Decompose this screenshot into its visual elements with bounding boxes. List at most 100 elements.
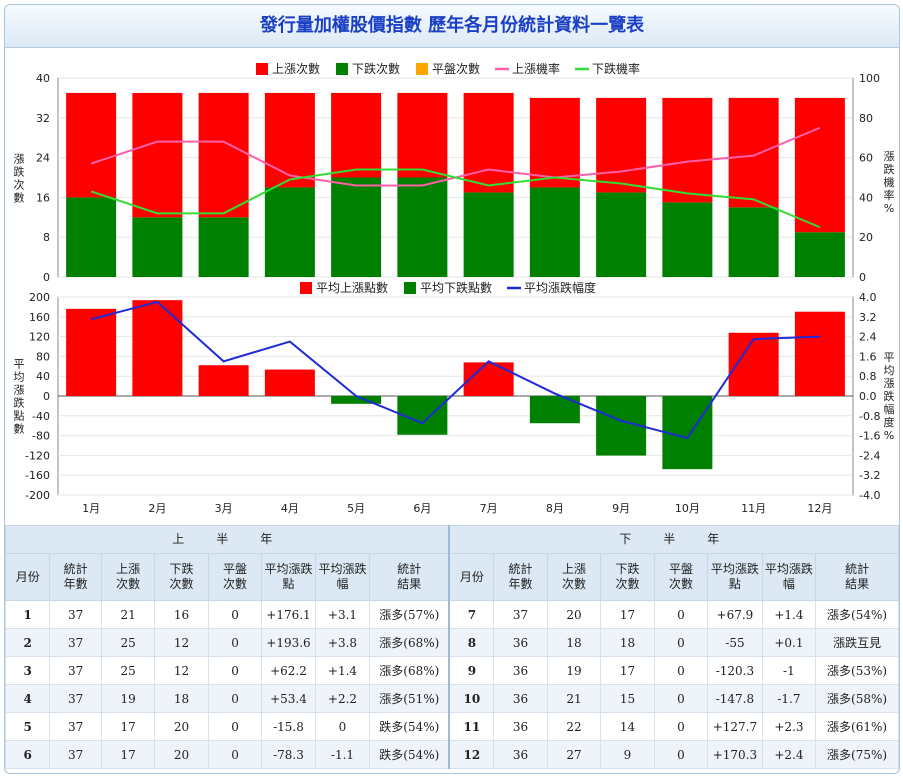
cell-month: 8 [448,628,495,657]
cell-result: 漲多(57%) [369,600,450,629]
y2-tick-label: 0.0 [859,390,877,403]
cell-result: 漲多(58%) [815,684,899,713]
cell-month: 9 [448,656,495,685]
cell-years: 37 [49,656,102,685]
cell-up: 25 [100,656,156,685]
legend-label: 上漲機率 [512,61,560,76]
cell-down: 14 [600,712,655,741]
cell-pct: -1.1 [314,740,371,769]
cell-years: 36 [493,740,548,769]
table-row: 5 37 17 20 0 -15.8 0 跌多(54%) 11 36 22 14 0 +127.7 +2.3… [5,712,899,741]
y-tick-label: 16 [36,191,50,204]
cell-up: 18 [546,628,602,657]
bar-avg-up [794,311,845,396]
header-result: 統計 結果 [815,553,899,601]
cell-down: 12 [154,656,209,685]
legend-2: 平均上漲點數 平均下跌點數 平均漲跌幅度 [300,280,596,295]
bar-down-count [132,217,183,277]
header-down: 下跌 次數 [600,553,655,601]
y-tick-label: -80 [32,430,50,443]
cell-years: 37 [49,628,102,657]
y2-tick-label: 3.2 [859,311,877,324]
y-tick-label: 40 [36,72,50,85]
y-tick-label: 0 [43,271,50,284]
x-tick-label: 9月 [612,502,630,515]
bar-up-count [132,92,183,218]
cell-years: 36 [493,712,548,741]
cell-down: 17 [600,656,655,685]
cell-flat: 0 [653,740,709,769]
legend-label: 平盤次數 [432,62,480,76]
down-rate-line [90,168,821,229]
y-tick-label: 40 [36,370,50,383]
stats-table: 上 半 年 下 半 年 月份 統計 年數 上漲 次數 下跌 次數 平盤 次數 平均漲跌點平… [5,525,899,769]
y2-tick-label: -2.4 [859,449,880,462]
cell-month: 6 [5,740,51,769]
table-row: 6 37 17 20 0 -78.3 -1.1 跌多(54%) 12 36 27 9 0 +170.3 +2… [5,740,899,769]
cell-up: 21 [100,600,156,629]
y-tick-label: -200 [25,489,50,502]
cell-years: 37 [49,600,102,629]
bar-avg-up [463,362,514,396]
x-tick-label: 4月 [281,502,299,515]
cell-years: 36 [493,684,548,713]
legend-label: 平均下跌點數 [420,280,492,295]
y2-tick-label: 40 [859,191,873,204]
cell-down: 12 [154,628,209,657]
y2-tick-label: 20 [859,231,873,244]
legend-label: 平均上漲點數 [316,281,388,295]
table-row: 4 37 19 18 0 +53.4 +2.2 漲多(51%) 10 36 21 15 0 -147.8-… [5,684,899,713]
x-tick-label: 11月 [741,502,766,515]
y-tick-label: 24 [36,152,50,165]
header-down: 下跌 次數 [154,553,209,601]
y2-tick-label: 0 [859,271,866,284]
bar-avg-up [198,365,249,396]
cell-years: 37 [493,600,548,629]
page-title: 發行量加權股價指數 歷年各月份統計資料一覽表 [5,5,899,48]
cell-flat: 0 [207,600,263,629]
column-headers: 月份 統計 年數 上漲 次數 下跌 次數 平盤 次數 平均漲跌點 平均漲跌幅 統計 結果 月份統… [5,553,899,601]
cell-pct: +2.2 [314,684,371,713]
x-tick-label: 2月 [148,502,166,515]
cell-up: 20 [546,600,602,629]
cell-pct: +2.3 [761,712,817,741]
bar-up-count [529,97,580,188]
x-tick-label: 10月 [675,502,700,515]
header-pts: 平均漲跌點 [261,553,316,601]
cell-result: 跌多(54%) [369,712,450,741]
x-tick-label: 5月 [347,502,365,515]
header-years: 統計 年數 [49,553,102,601]
cell-up: 25 [100,628,156,657]
cell-month: 7 [448,600,495,629]
cell-down: 20 [154,712,209,741]
y2-axis-title-1: 漲跌機率% [884,150,895,215]
cell-flat: 0 [653,600,709,629]
cell-years: 37 [49,740,102,769]
legend-swatch [416,63,428,75]
cell-down: 9 [600,740,655,769]
cell-pts: -15.8 [261,712,316,741]
bar-avg-down [331,396,382,404]
cell-pct: +3.1 [314,600,371,629]
avg-change-line [90,300,820,440]
x-tick-label: 7月 [480,502,498,515]
cell-up: 17 [100,712,156,741]
cell-result: 漲跌互見 [815,628,899,657]
cell-flat: 0 [653,712,709,741]
legend-1: 上漲次數 下跌次數 平盤次數 上漲機率 下跌機率 [256,61,640,76]
y-tick-label: -40 [32,410,50,423]
bar-up-count [198,92,249,218]
cell-month: 4 [5,684,51,713]
cell-pct: +3.8 [314,628,371,657]
y-tick-label: 200 [29,291,50,304]
header-years: 統計 年數 [493,553,548,601]
y2-tick-label: -4.0 [859,489,880,502]
bar-down-count [662,202,713,277]
x-tick-label: 12月 [807,502,832,515]
second-half-header: 下 半 年 [448,525,899,554]
x-tick-label: 3月 [215,502,233,515]
header-flat: 平盤 次數 [653,553,709,601]
cell-pts: -120.3 [707,656,763,685]
header-flat: 平盤 次數 [207,553,263,601]
legend-swatch [300,282,312,294]
